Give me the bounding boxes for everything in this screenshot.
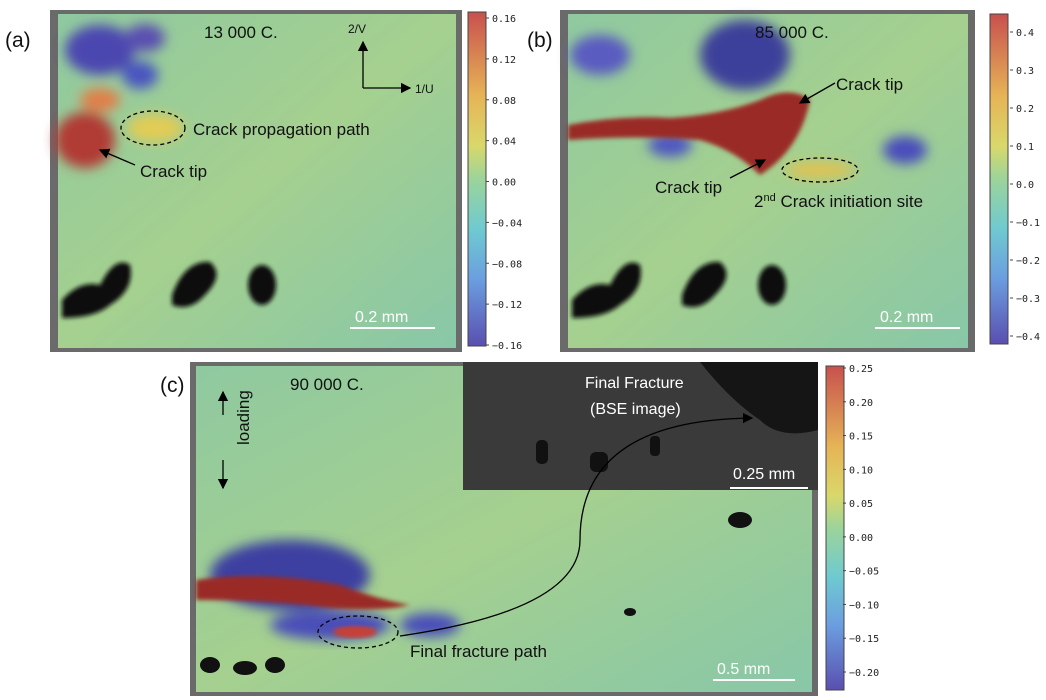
- annotation: Crack propagation path: [193, 120, 370, 139]
- colorbar-label: −0.05: [849, 567, 879, 578]
- cycles: 85 000 C.: [755, 23, 829, 42]
- colorbar-label: −0.4: [1016, 332, 1040, 343]
- site-text: Crack initiation site: [776, 192, 923, 211]
- scale-label: 0.2 mm: [355, 309, 408, 326]
- annotation: Crack tip: [836, 75, 903, 94]
- panel-c-map: [190, 362, 818, 696]
- colorbar-label: 0.2: [1016, 104, 1034, 115]
- colorbar-label: 0.00: [492, 178, 516, 189]
- colorbar-label: 0.08: [492, 96, 516, 107]
- superscript: nd: [763, 192, 775, 204]
- colorbar-label: 0.0: [1016, 180, 1034, 191]
- colorbar-label: 0.00: [849, 533, 873, 544]
- panel-a-map: [50, 10, 462, 352]
- panel-b-map: [560, 10, 975, 352]
- inset-subtitle: (BSE image): [590, 401, 681, 418]
- axis-label: 1/U: [415, 82, 434, 96]
- colorbar-label: −0.15: [849, 634, 879, 645]
- panel-label: (a): [5, 29, 31, 52]
- colorbar-label: 0.4: [1016, 28, 1034, 39]
- colorbar-label: −0.08: [492, 259, 522, 270]
- colorbar: [825, 365, 845, 691]
- inset-title: Final Fracture: [585, 375, 684, 392]
- inset-scale: 0.25 mm: [733, 466, 795, 483]
- colorbar-label: 0.25: [849, 364, 873, 375]
- colorbar-label: 0.10: [849, 465, 873, 476]
- colorbar-label: −0.20: [849, 668, 879, 679]
- scale-label: 0.2 mm: [880, 309, 933, 326]
- colorbar-label: 0.12: [492, 55, 516, 66]
- annotation: Crack tip: [140, 162, 207, 181]
- colorbar-label: 0.04: [492, 137, 516, 148]
- cycles: 13 000 C.: [204, 23, 278, 42]
- colorbar-label: −0.3: [1016, 294, 1040, 305]
- colorbar-label: −0.04: [492, 218, 522, 229]
- colorbar: [467, 11, 487, 347]
- sup-base: 2: [754, 192, 763, 211]
- scale-label: 0.5 mm: [717, 661, 770, 678]
- labels: (a) 13 000 C. 2/V 1/U Crack propagation …: [5, 22, 933, 678]
- panel-label: (c): [160, 374, 185, 397]
- colorbar-label: 0.05: [849, 499, 873, 510]
- colorbar-label: −0.10: [849, 600, 879, 611]
- colorbar-label: 0.1: [1016, 142, 1034, 153]
- colorbar-label: 0.15: [849, 432, 873, 443]
- colorbar: [989, 13, 1009, 345]
- scale-bars: [350, 327, 960, 681]
- annotation: 2nd Crack initiation site: [754, 192, 923, 211]
- arrows: [98, 40, 859, 649]
- colorbar-label: 0.20: [849, 398, 873, 409]
- loading-label: loading: [234, 390, 253, 445]
- panel-label: (b): [527, 29, 553, 52]
- colorbar-label: −0.1: [1016, 218, 1040, 229]
- colorbar-label: 0.3: [1016, 66, 1034, 77]
- colorbar-label: −0.12: [492, 300, 522, 311]
- axis-label: 2/V: [348, 22, 366, 36]
- colorbar-label: −0.16: [492, 341, 522, 352]
- colorbar-label: −0.2: [1016, 256, 1040, 267]
- cycles: 90 000 C.: [290, 375, 364, 394]
- colorbar-label: 0.16: [492, 14, 516, 25]
- annotation: Final fracture path: [410, 642, 547, 661]
- annotation: Crack tip: [655, 178, 722, 197]
